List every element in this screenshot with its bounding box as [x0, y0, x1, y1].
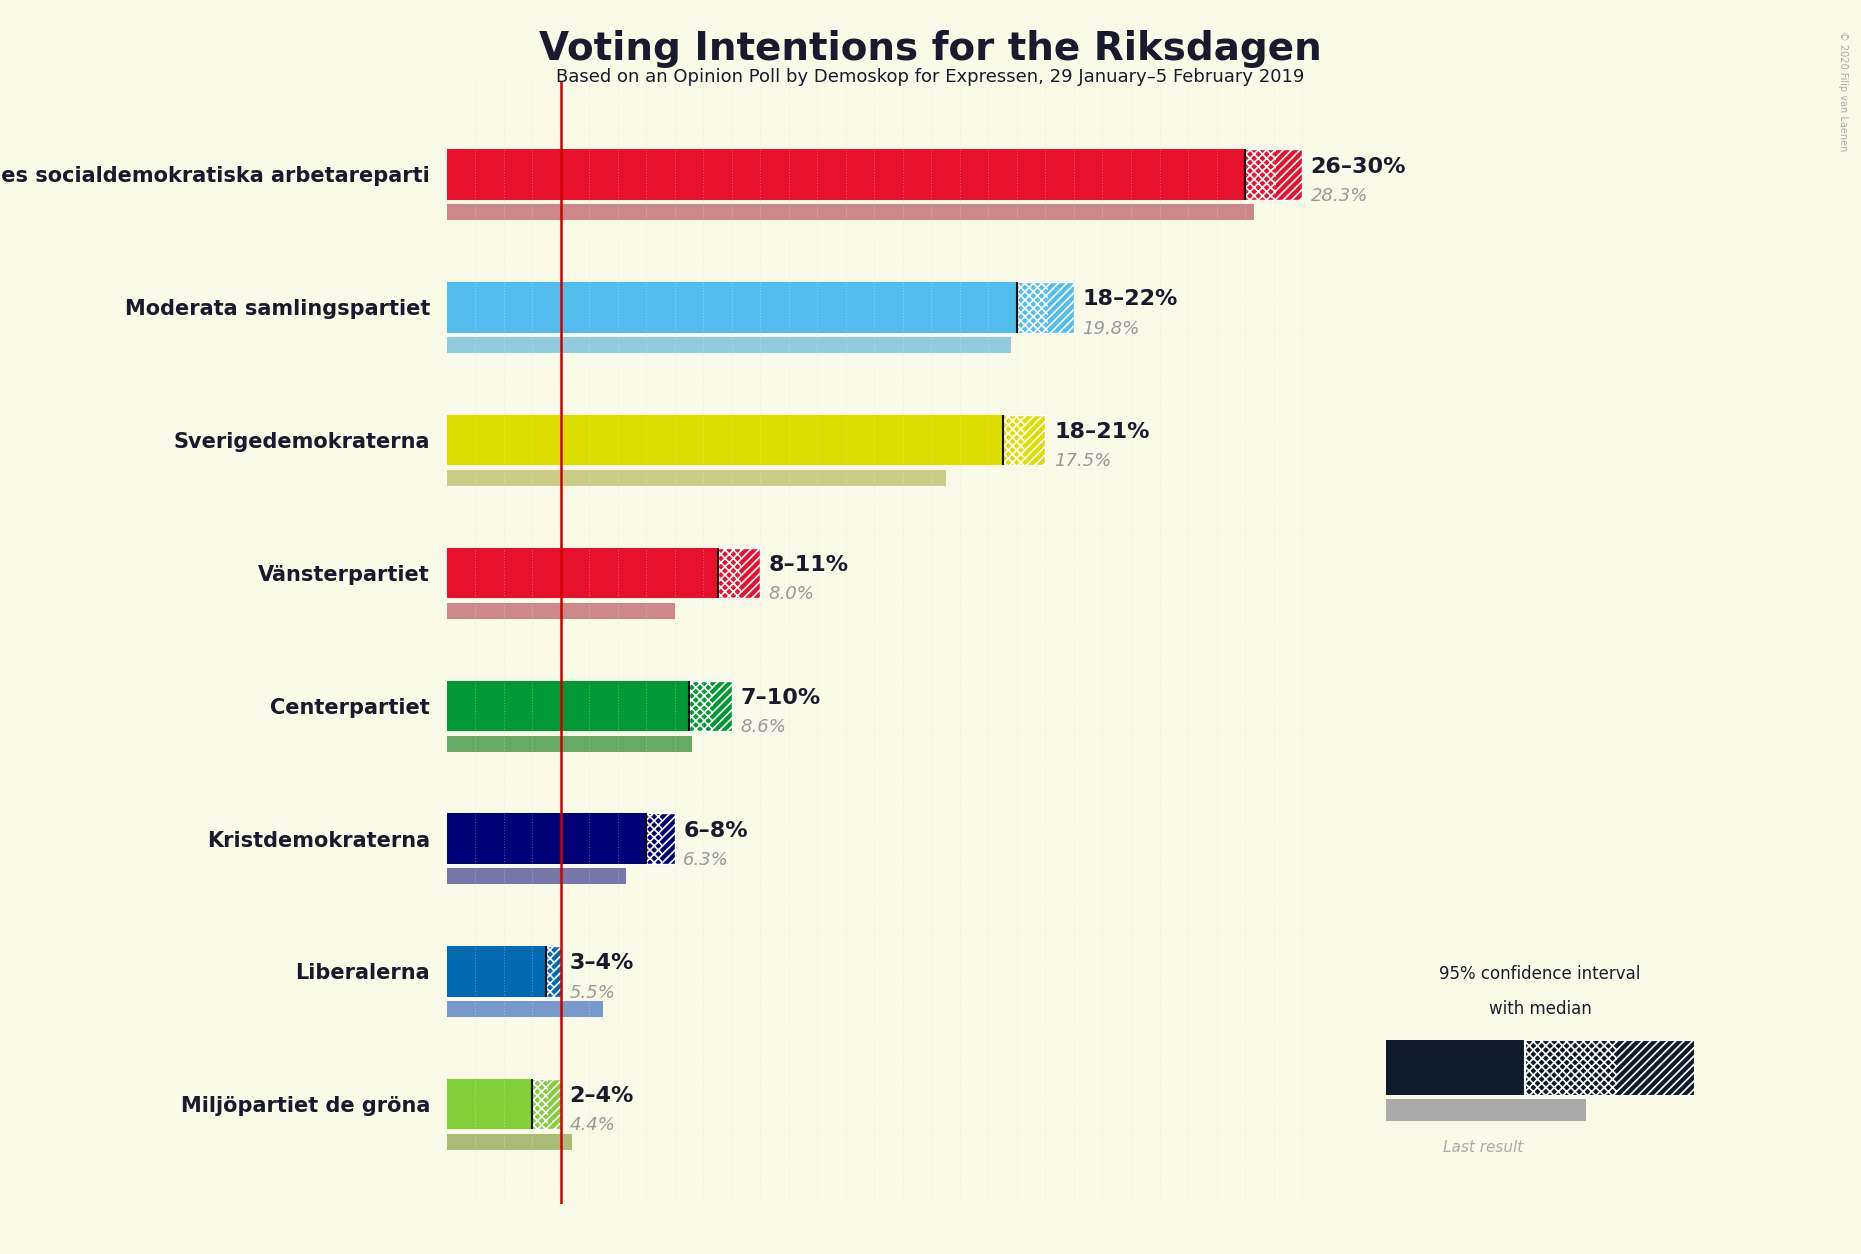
Bar	[447, 204, 1254, 221]
Bar	[646, 814, 663, 864]
Bar	[447, 603, 676, 618]
Text: 18–22%: 18–22%	[1083, 290, 1178, 310]
Bar	[1245, 149, 1277, 199]
Bar	[646, 814, 676, 864]
Bar	[1016, 282, 1074, 332]
Bar	[555, 947, 560, 997]
Text: 8.6%: 8.6%	[741, 719, 785, 736]
Bar	[447, 1078, 532, 1130]
Bar	[1003, 415, 1025, 465]
Bar	[532, 1078, 547, 1130]
Text: 8–11%: 8–11%	[769, 556, 849, 576]
Text: 4.4%: 4.4%	[569, 1116, 616, 1135]
Bar	[447, 149, 1245, 199]
Bar	[689, 681, 731, 731]
Bar	[532, 1078, 560, 1130]
Bar	[1016, 282, 1048, 332]
Text: 26–30%: 26–30%	[1310, 157, 1407, 177]
Bar	[447, 1134, 571, 1150]
Text: 6.3%: 6.3%	[683, 850, 730, 869]
Bar	[1524, 1040, 1617, 1095]
Bar	[1617, 1040, 1694, 1095]
Bar	[741, 548, 761, 598]
Bar	[1524, 1040, 1694, 1095]
Bar	[1386, 1100, 1586, 1121]
Bar	[547, 947, 555, 997]
Bar	[547, 947, 560, 997]
Bar	[718, 548, 741, 598]
Text: 5.5%: 5.5%	[569, 983, 616, 1002]
Text: 18–21%: 18–21%	[1053, 423, 1150, 443]
Bar	[718, 548, 761, 598]
Text: 19.8%: 19.8%	[1083, 320, 1141, 337]
Bar	[447, 1001, 603, 1017]
Bar	[547, 1078, 560, 1130]
Bar	[1277, 149, 1303, 199]
Bar	[1386, 1040, 1524, 1095]
Bar	[447, 947, 547, 997]
Text: © 2020 Filip van Laenen: © 2020 Filip van Laenen	[1839, 31, 1848, 152]
Bar	[1524, 1040, 1617, 1095]
Bar	[1048, 282, 1074, 332]
Bar	[1617, 1040, 1694, 1095]
Bar	[447, 337, 1011, 354]
Bar	[1277, 149, 1303, 199]
Text: 8.0%: 8.0%	[769, 586, 815, 603]
Bar	[447, 415, 1003, 465]
Text: Voting Intentions for the Riksdagen: Voting Intentions for the Riksdagen	[540, 30, 1321, 68]
Bar	[718, 548, 741, 598]
Bar	[447, 282, 1016, 332]
Bar	[1016, 282, 1048, 332]
Bar	[1245, 149, 1303, 199]
Bar	[646, 814, 663, 864]
Bar	[547, 1078, 560, 1130]
Bar	[1048, 282, 1074, 332]
Bar	[663, 814, 676, 864]
Text: Last result: Last result	[1442, 1140, 1524, 1155]
Text: 3–4%: 3–4%	[569, 953, 633, 973]
Bar	[741, 548, 761, 598]
Bar	[1245, 149, 1277, 199]
Bar	[689, 681, 713, 731]
Bar	[447, 548, 718, 598]
Text: 28.3%: 28.3%	[1310, 187, 1368, 204]
Bar	[689, 681, 713, 731]
Text: 2–4%: 2–4%	[569, 1086, 633, 1106]
Bar	[1025, 415, 1046, 465]
Bar	[555, 947, 560, 997]
Text: 17.5%: 17.5%	[1053, 453, 1111, 470]
Bar	[447, 470, 945, 487]
Bar	[447, 869, 627, 884]
Bar	[1025, 415, 1046, 465]
Bar	[532, 1078, 547, 1130]
Bar	[447, 814, 646, 864]
Text: 6–8%: 6–8%	[683, 820, 748, 840]
Bar	[713, 681, 731, 731]
Text: 7–10%: 7–10%	[741, 687, 821, 707]
Bar	[1003, 415, 1046, 465]
Bar	[663, 814, 676, 864]
Bar	[447, 681, 689, 731]
Text: Based on an Opinion Poll by Demoskop for Expressen, 29 January–5 February 2019: Based on an Opinion Poll by Demoskop for…	[556, 68, 1305, 85]
Bar	[1003, 415, 1025, 465]
Text: 95% confidence interval: 95% confidence interval	[1439, 966, 1641, 983]
Text: with median: with median	[1489, 1001, 1591, 1018]
Bar	[447, 736, 692, 751]
Bar	[547, 947, 555, 997]
Bar	[713, 681, 731, 731]
